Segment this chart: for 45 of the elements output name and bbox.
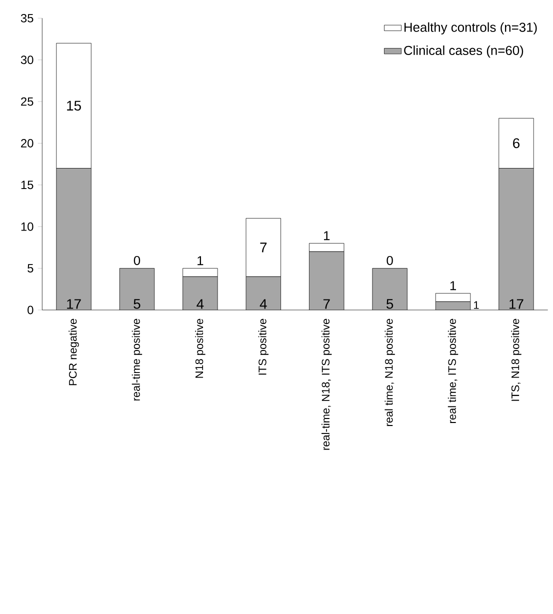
bar <box>182 268 218 277</box>
y-tick-label: 30 <box>20 56 34 64</box>
data-label: 0 <box>386 256 393 266</box>
x-tick-label: PCR negative <box>68 318 79 386</box>
x-tick-label: N18 positive <box>195 318 206 378</box>
bar <box>246 276 281 310</box>
bar <box>498 168 534 310</box>
data-label: 5 <box>386 299 394 309</box>
x-tick-label: real-time, N18, ITS positive <box>321 318 332 450</box>
x-tick-label: real time, ITS positive <box>448 318 458 423</box>
data-label: 17 <box>510 299 524 309</box>
data-label: 7 <box>260 242 267 252</box>
bar <box>372 268 408 310</box>
data-label: 1 <box>450 281 456 290</box>
data-label: 6 <box>513 138 520 148</box>
data-label: 17 <box>67 299 81 309</box>
bar <box>56 168 92 310</box>
y-tick-label: 10 <box>21 222 34 231</box>
bar <box>435 293 471 302</box>
bar <box>120 268 154 310</box>
legend-label: Healthy controls (n=31) <box>404 22 537 34</box>
bar <box>309 243 344 252</box>
x-tick-label: real time, N18 positive <box>384 318 395 426</box>
bar <box>309 252 344 310</box>
legend-label: Clinical cases (n=60) <box>404 46 524 58</box>
data-label: 4 <box>196 299 204 309</box>
data-label: 15 <box>67 100 81 111</box>
data-label: 4 <box>260 299 267 309</box>
y-tick-label: 0 <box>28 306 34 314</box>
y-tick-label: 5 <box>28 264 34 272</box>
data-label: 1 <box>324 231 330 240</box>
x-tick-label: real-time positive <box>132 318 142 400</box>
bar <box>246 218 281 277</box>
data-label: 7 <box>323 299 330 309</box>
y-tick-label: 15 <box>21 180 34 190</box>
y-tick-label: 25 <box>21 97 34 106</box>
data-label: 5 <box>134 299 140 309</box>
x-tick-label: ITS positive <box>258 318 268 375</box>
y-tick-label: 20 <box>21 139 34 148</box>
y-tick-label: 35 <box>20 14 34 22</box>
bar <box>182 276 218 310</box>
x-tick-label: ITS, N18 positive <box>511 318 522 401</box>
data-label: 1 <box>198 256 204 266</box>
data-label: 1 <box>474 301 479 309</box>
data-label: 0 <box>134 256 140 266</box>
